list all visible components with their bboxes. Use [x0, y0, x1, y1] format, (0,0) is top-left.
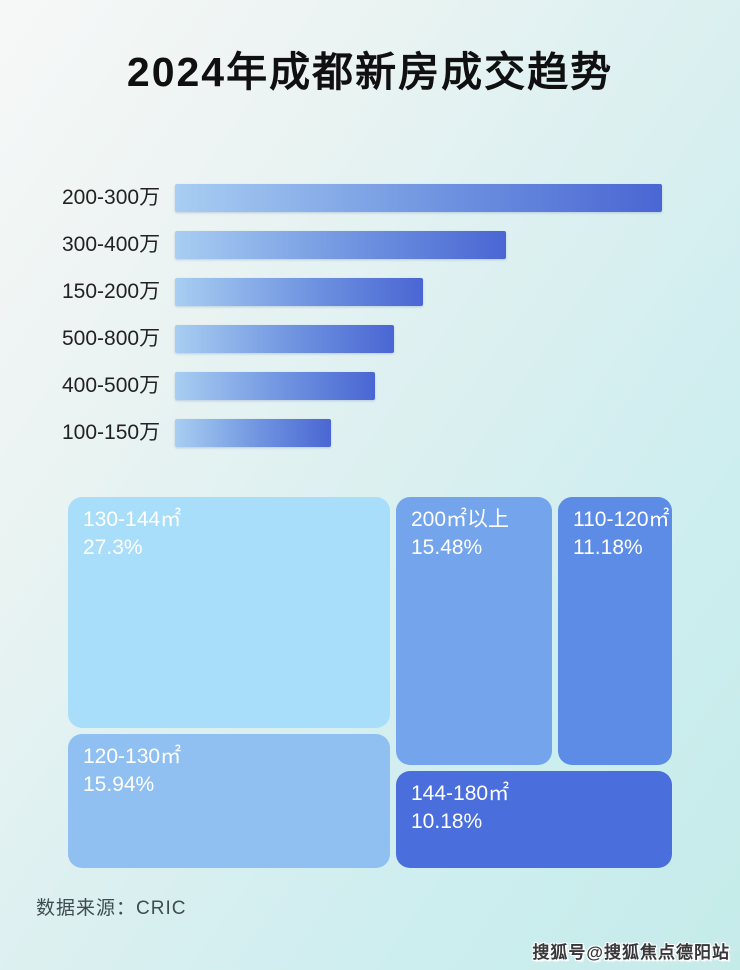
bar-row: 400-500万	[62, 372, 662, 400]
treemap-block-label: 130-144㎡	[83, 508, 182, 531]
bar-category-label: 300-400万	[62, 233, 161, 256]
bar-track	[175, 419, 662, 447]
bar-category-label: 100-150万	[62, 421, 161, 444]
bar-track	[175, 278, 662, 306]
publisher-watermark: 搜狐号@搜狐焦点德阳站	[532, 943, 730, 962]
bar-track	[175, 184, 662, 212]
bar-fill	[175, 372, 375, 400]
bar-row: 100-150万	[62, 419, 662, 447]
bar-fill	[175, 419, 331, 447]
treemap-block-label: 110-120㎡	[573, 508, 670, 531]
price-range-bar-chart: 200-300万 300-400万 150-200万 500-800万 400-500万…	[62, 184, 662, 447]
treemap-block-percent: 27.3%	[83, 536, 143, 559]
bar-fill	[175, 325, 395, 353]
bar-track	[175, 325, 662, 353]
treemap-block-144-180: 144-180㎡ 10.18%	[396, 771, 672, 868]
bar-track	[175, 372, 662, 400]
treemap-block-120-130: 120-130㎡ 15.94%	[68, 734, 390, 868]
treemap-block-percent: 10.18%	[411, 810, 483, 833]
bar-category-label: 200-300万	[62, 186, 161, 209]
bar-track	[175, 231, 662, 259]
treemap-block-label: 120-130㎡	[83, 745, 182, 768]
treemap-block-label: 144-180㎡	[411, 782, 510, 805]
treemap-block-percent: 15.94%	[83, 773, 155, 796]
bar-fill	[175, 231, 507, 259]
treemap-block-label: 200㎡以上	[411, 508, 510, 531]
bar-fill	[175, 278, 424, 306]
treemap-block-percent: 15.48%	[411, 536, 483, 559]
bar-category-label: 150-200万	[62, 280, 161, 303]
bar-category-label: 500-800万	[62, 327, 161, 350]
treemap-block-130-144: 130-144㎡ 27.3%	[68, 497, 390, 728]
treemap-block-percent: 11.18%	[573, 536, 643, 559]
bar-category-label: 400-500万	[62, 374, 161, 397]
bar-row: 200-300万	[62, 184, 662, 212]
treemap-block-200-plus: 200㎡以上 15.48%	[396, 497, 552, 765]
data-source-note: 数据来源：CRIC	[36, 898, 187, 919]
bar-row: 300-400万	[62, 231, 662, 259]
page-title: 2024年成都新房成交趋势	[126, 49, 614, 95]
treemap-block-110-120: 110-120㎡ 11.18%	[558, 497, 672, 765]
area-share-treemap: 130-144㎡ 27.3% 120-130㎡ 15.94% 200㎡以上 15…	[68, 497, 672, 868]
bar-fill	[175, 184, 662, 212]
bar-row: 150-200万	[62, 278, 662, 306]
bar-row: 500-800万	[62, 325, 662, 353]
